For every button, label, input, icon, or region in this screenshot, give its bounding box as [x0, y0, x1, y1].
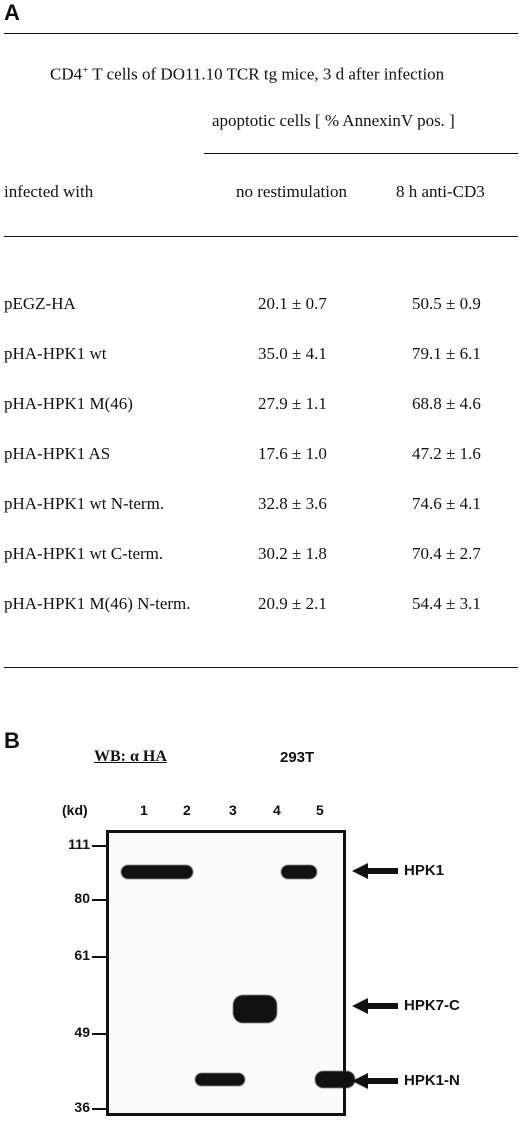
subheader-rule — [204, 153, 518, 154]
lane-label-1: 1 — [140, 802, 148, 818]
row-value-anti-cd3: 79.1 ± 6.1 — [412, 344, 481, 363]
mw-marker-49: 49 — [74, 1024, 90, 1040]
header-rule — [4, 236, 518, 237]
row-value-anti-cd3: 70.4 ± 2.7 — [412, 544, 481, 563]
row-value-anti-cd3: 68.8 ± 4.6 — [412, 394, 481, 413]
row-value-no-restim: 20.1 ± 0.7 — [258, 294, 327, 313]
row-label: pEGZ-HA — [4, 294, 76, 313]
panel-a-letter: A — [4, 0, 20, 25]
panel-b-letter: B — [4, 728, 20, 753]
mw-tick-49 — [92, 1033, 106, 1035]
caption-prefix: CD4 — [50, 64, 83, 84]
wb-label: WB: α HA — [94, 748, 167, 765]
western-blot-image — [106, 830, 355, 1116]
band-lane4-hpk1 — [281, 865, 317, 879]
band-label-hpk1: HPK1 — [404, 862, 445, 879]
apoptotic-subheader: apoptotic cells [ % AnnexinV pos. ] — [212, 111, 455, 130]
row-label: pHA-HPK1 wt C-term. — [4, 544, 164, 563]
row-label: pHA-HPK1 wt N-term. — [4, 494, 165, 513]
lane-label-3: 3 — [229, 802, 237, 818]
row-value-no-restim: 27.9 ± 1.1 — [258, 394, 327, 413]
caption-rest: T cells of DO11.10 TCR tg mice, 3 d afte… — [88, 64, 445, 84]
cell-line-label: 293T — [280, 749, 315, 766]
col-header-infected: infected with — [4, 182, 94, 201]
mw-tick-36 — [92, 1108, 106, 1110]
row-value-anti-cd3: 74.6 ± 4.1 — [412, 494, 481, 513]
row-label: pHA-HPK1 M(46) N-term. — [4, 594, 191, 613]
row-value-no-restim: 35.0 ± 4.1 — [258, 344, 327, 363]
col-header-anti-cd3: 8 h anti-CD3 — [396, 182, 485, 201]
band-lane1-hpk1 — [121, 865, 193, 879]
mw-tick-80 — [92, 899, 106, 901]
lane-label-2: 2 — [183, 802, 191, 818]
caption-superscript: + — [82, 64, 89, 76]
row-value-no-restim: 20.9 ± 2.1 — [258, 594, 327, 613]
col-header-no-restim: no restimulation — [236, 182, 347, 201]
arrow-icon-hpk7c — [352, 998, 398, 1014]
row-label: pHA-HPK1 AS — [4, 444, 111, 463]
row-value-no-restim: 30.2 ± 1.8 — [258, 544, 327, 563]
band-label-hpk1n: HPK1-N — [404, 1072, 460, 1089]
kd-label: (kd) — [62, 802, 88, 818]
row-value-no-restim: 32.8 ± 3.6 — [258, 494, 327, 513]
band-lane5-hpk1n — [315, 1071, 355, 1088]
band-label-hpk7c: HPK7-C — [404, 997, 460, 1014]
table-caption: CD4+ T cells of DO11.10 TCR tg mice, 3 d… — [50, 64, 444, 85]
arrow-icon-hpk1n — [352, 1073, 398, 1089]
mw-marker-36: 36 — [74, 1099, 90, 1115]
row-label: pHA-HPK1 M(46) — [4, 394, 133, 413]
mw-marker-111: 111 — [68, 836, 90, 852]
band-lane2-hpk1n — [195, 1073, 245, 1086]
arrow-icon-hpk1 — [352, 863, 398, 879]
top-rule — [4, 33, 518, 34]
row-value-anti-cd3: 47.2 ± 1.6 — [412, 444, 481, 463]
row-value-no-restim: 17.6 ± 1.0 — [258, 444, 327, 463]
mw-tick-111 — [92, 845, 106, 847]
mw-marker-80: 80 — [74, 890, 90, 906]
row-value-anti-cd3: 54.4 ± 3.1 — [412, 594, 481, 613]
row-value-anti-cd3: 50.5 ± 0.9 — [412, 294, 481, 313]
mw-tick-61 — [92, 956, 106, 958]
row-label: pHA-HPK1 wt — [4, 344, 107, 363]
band-lane3-hpk7c — [233, 995, 277, 1023]
lane-label-5: 5 — [316, 802, 324, 818]
mw-marker-61: 61 — [74, 947, 90, 963]
lane-label-4: 4 — [273, 802, 281, 818]
bottom-rule — [4, 667, 518, 668]
